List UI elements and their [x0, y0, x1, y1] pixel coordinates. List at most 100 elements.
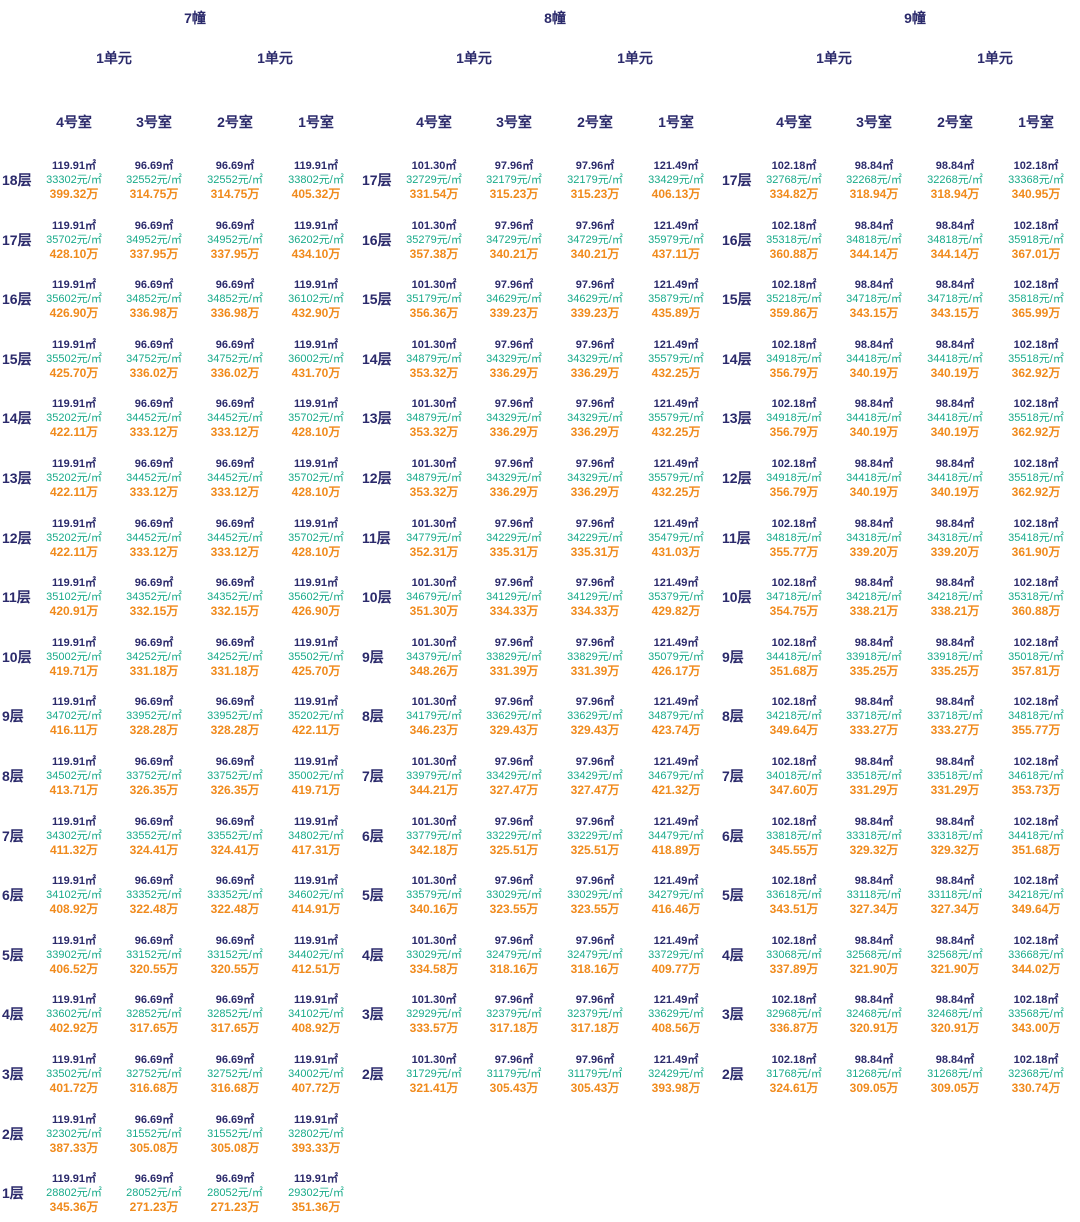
unit-cell: 121.49㎡ 33729元/㎡ 409.77万 — [636, 934, 716, 976]
unit-cell: 101.30㎡ 34679元/㎡ 351.30万 — [394, 576, 474, 618]
unit-price: 34702元/㎡ — [46, 710, 102, 723]
unit-cell: 98.84㎡ 34718元/㎡ 343.15万 — [915, 278, 995, 320]
unit-area: 102.18㎡ — [771, 994, 817, 1007]
unit-area: 98.84㎡ — [854, 398, 894, 411]
unit-cell: 96.69㎡ 32752元/㎡ 316.68万 — [195, 1053, 275, 1095]
unit-total: 387.33万 — [49, 1140, 99, 1155]
unit-cell: 97.96㎡ 33029元/㎡ 323.55万 — [555, 874, 635, 916]
unit-total: 340.19万 — [930, 485, 980, 499]
unit-cell: 98.84㎡ 34718元/㎡ 343.15万 — [834, 278, 914, 320]
unit-cell: 96.69㎡ 34452元/㎡ 333.12万 — [114, 517, 194, 559]
unit-area: 102.18㎡ — [1013, 815, 1059, 828]
unit-area: 102.18㎡ — [771, 696, 817, 709]
unit-total: 324.41万 — [210, 842, 260, 857]
unit-total: 325.51万 — [570, 842, 620, 857]
unit-area: 119.91㎡ — [51, 517, 97, 530]
unit-price: 32429元/㎡ — [648, 1068, 704, 1080]
unit-area: 96.69㎡ — [215, 1173, 255, 1186]
unit-total: 406.52万 — [49, 961, 99, 976]
unit-cell: 102.18㎡ 33668元/㎡ 344.02万 — [996, 934, 1076, 976]
unit-total: 426.90万 — [291, 604, 341, 619]
unit-area: 96.69㎡ — [134, 219, 174, 232]
unit-price: 35079元/㎡ — [648, 650, 704, 663]
unit-price: 32802元/㎡ — [288, 1127, 344, 1140]
floor-label: 3层 — [2, 1066, 24, 1082]
unit-cell: 98.84㎡ 33118元/㎡ 327.34万 — [834, 874, 914, 916]
room-header: 2号室 — [577, 114, 613, 130]
unit-total: 425.70万 — [291, 663, 341, 678]
unit-area: 97.96㎡ — [494, 934, 534, 947]
unit-total: 345.36万 — [49, 1200, 99, 1215]
unit-area: 102.18㎡ — [1013, 398, 1059, 411]
unit-cell: 119.91㎡ 34102元/㎡ 408.92万 — [276, 993, 356, 1035]
unit-price: 32179元/㎡ — [567, 174, 623, 186]
unit-area: 119.91㎡ — [51, 458, 97, 470]
room-header: 2号室 — [937, 114, 973, 130]
unit-price: 34279元/㎡ — [648, 889, 704, 902]
unit-price: 34879元/㎡ — [406, 472, 462, 484]
unit-total: 331.18万 — [129, 663, 179, 678]
unit-total: 344.02万 — [1011, 961, 1061, 976]
unit-cell: 119.91㎡ 35202元/㎡ 422.11万 — [34, 457, 114, 499]
unit-total: 344.21万 — [409, 783, 459, 797]
unit-total: 356.79万 — [769, 485, 819, 499]
unit-price: 34729元/㎡ — [486, 233, 542, 246]
building-block: 7幢 1单元 1单元 4号室 3号室 2号室 1号室 18层 119.91㎡ 33302元/㎡ 39… — [0, 0, 360, 1222]
unit-area: 98.84㎡ — [854, 875, 894, 888]
unit-total: 402.92万 — [49, 1021, 99, 1036]
unit-area: 119.91㎡ — [51, 1113, 97, 1126]
floor-label: 10层 — [2, 648, 32, 665]
unit-total: 351.68万 — [769, 663, 819, 678]
unit-total: 362.92万 — [1011, 425, 1061, 440]
unit-price: 33152元/㎡ — [207, 948, 263, 961]
unit-area: 98.84㎡ — [935, 458, 975, 470]
unit-area: 96.69㎡ — [215, 994, 255, 1007]
unit-price: 35002元/㎡ — [288, 770, 344, 782]
unit-area: 96.69㎡ — [215, 338, 255, 351]
unit-cell: 102.18㎡ 35918元/㎡ 367.01万 — [996, 219, 1076, 261]
unit-area: 97.96㎡ — [494, 279, 534, 292]
unit-total: 334.33万 — [570, 604, 620, 619]
unit-area: 119.91㎡ — [293, 219, 339, 232]
unit-price: 31552元/㎡ — [207, 1127, 263, 1140]
unit-cell: 98.84㎡ 32468元/㎡ 320.91万 — [915, 993, 995, 1035]
unit-price: 35279元/㎡ — [406, 233, 462, 246]
unit-price: 35579元/㎡ — [648, 472, 704, 484]
floor-label: 5层 — [722, 887, 744, 904]
unit-cell: 97.96㎡ 34329元/㎡ 336.29万 — [555, 457, 635, 499]
unit-area: 121.49㎡ — [653, 934, 699, 947]
unit-area: 102.18㎡ — [771, 279, 817, 292]
unit-cell: 102.18㎡ 35318元/㎡ 360.88万 — [996, 576, 1076, 618]
unit-area: 121.49㎡ — [653, 875, 699, 888]
unit-area: 119.91㎡ — [293, 1173, 339, 1186]
unit-area: 121.49㎡ — [653, 815, 699, 828]
unit-area: 98.84㎡ — [854, 636, 894, 649]
unit-area: 98.84㎡ — [935, 517, 975, 530]
unit-cell: 101.30㎡ 33029元/㎡ 334.58万 — [394, 934, 474, 976]
unit-cell: 121.49㎡ 35879元/㎡ 435.89万 — [636, 278, 716, 320]
unit-total: 422.11万 — [49, 544, 99, 559]
unit-total: 337.95万 — [210, 246, 260, 261]
unit-cell: 98.84㎡ 34418元/㎡ 340.19万 — [915, 457, 995, 499]
unit-cell: 98.84㎡ 34418元/㎡ 340.19万 — [915, 338, 995, 380]
unit-area: 102.18㎡ — [771, 875, 817, 888]
unit-cell: 98.84㎡ 33118元/㎡ 327.34万 — [915, 874, 995, 916]
unit-price: 33718元/㎡ — [927, 710, 983, 723]
unit-area: 98.84㎡ — [935, 696, 975, 709]
unit-area: 97.96㎡ — [494, 875, 534, 888]
unit-cell: 96.69㎡ 32852元/㎡ 317.65万 — [114, 993, 194, 1035]
unit-total: 340.19万 — [930, 425, 980, 440]
unit-price: 32379元/㎡ — [486, 1008, 542, 1021]
unit-area: 102.18㎡ — [1013, 160, 1059, 172]
floor-label: 8层 — [2, 768, 24, 784]
unit-price: 34818元/㎡ — [927, 233, 983, 246]
unit-area: 102.18㎡ — [1013, 1054, 1059, 1066]
unit-cell: 119.91㎡ 35702元/㎡ 428.10万 — [276, 517, 356, 559]
unit-price: 34718元/㎡ — [846, 293, 902, 306]
unit-price: 29302元/㎡ — [288, 1187, 344, 1200]
unit-total: 343.15万 — [930, 306, 980, 321]
unit-area: 101.30㎡ — [411, 517, 457, 530]
unit-area: 119.91㎡ — [51, 577, 97, 590]
room-header: 4号室 — [776, 114, 812, 130]
unit-price: 34879元/㎡ — [406, 412, 462, 425]
